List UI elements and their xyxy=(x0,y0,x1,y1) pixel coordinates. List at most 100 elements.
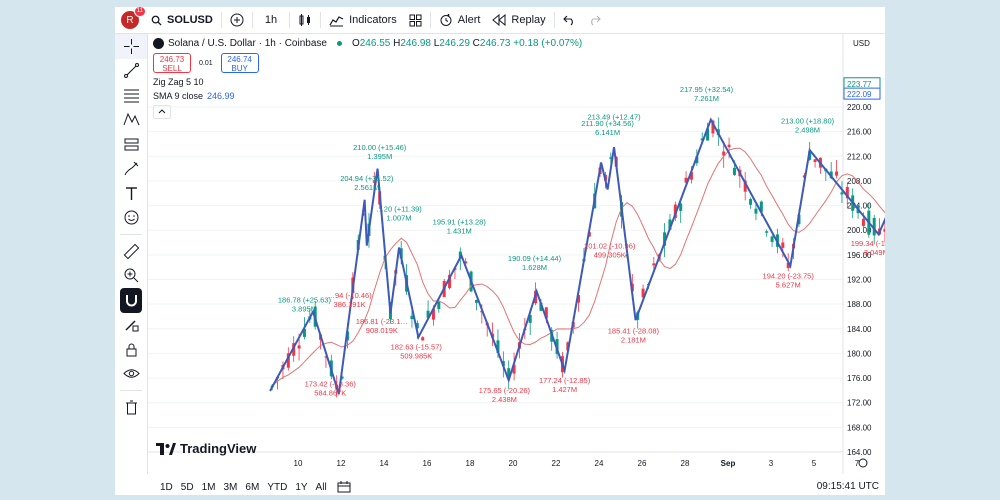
range-buttons: 1D 5D 1M 3M 6M YTD 1Y All xyxy=(156,482,331,493)
pivot-label-volume: 5.627M xyxy=(776,280,801,289)
alert-button[interactable]: Alert xyxy=(433,7,487,33)
range-button-all[interactable]: All xyxy=(315,481,327,493)
undo-button[interactable] xyxy=(557,7,582,33)
interval-button[interactable]: 1h xyxy=(264,14,278,26)
measure-tool-button[interactable] xyxy=(115,239,147,264)
pattern-icon xyxy=(123,112,139,126)
time-tick-label: 5 xyxy=(812,459,817,468)
range-button-1d[interactable]: 1D xyxy=(160,481,173,493)
price-tick-label: 184.00 xyxy=(847,325,872,334)
brush-icon xyxy=(124,161,138,176)
candle-body xyxy=(410,315,414,320)
zoom-in-tool-button[interactable] xyxy=(115,264,147,289)
candle-body xyxy=(507,368,511,380)
hide-drawings-button[interactable] xyxy=(115,362,147,387)
price-tick-label: 192.00 xyxy=(847,276,872,285)
sma-line xyxy=(271,147,885,386)
range-button-ytd[interactable]: YTD xyxy=(267,481,288,493)
time-tick-label: 16 xyxy=(423,459,432,468)
pivot-label-volume: 3.895M xyxy=(292,304,317,313)
candle-body xyxy=(496,340,500,353)
candle-body xyxy=(765,231,769,233)
buy-button[interactable]: 246.74 BUY xyxy=(220,53,259,73)
symbol-search-button[interactable]: SOLUSD xyxy=(145,7,219,33)
open-value: 246.55 xyxy=(359,38,391,49)
layouts-button[interactable] xyxy=(403,7,428,33)
pivot-label-value: 210.00 (+15.46) xyxy=(353,143,407,152)
sell-button[interactable]: 246.73 SELL xyxy=(153,53,191,73)
candle-body xyxy=(727,144,731,148)
candle-body xyxy=(743,180,747,192)
pivot-label-volume: 1.395M xyxy=(367,152,392,161)
text-icon xyxy=(125,187,137,200)
candle-body xyxy=(695,156,699,164)
magnet-mode-button[interactable] xyxy=(120,288,142,313)
pivot-label-value: …94 (-10.46) xyxy=(328,291,373,300)
price-tick-label: 216.00 xyxy=(847,128,872,137)
lock-drawings-button[interactable] xyxy=(115,337,147,362)
pattern-tool-button[interactable] xyxy=(115,108,147,133)
indicator-zigzag[interactable]: Zig Zag 5 10 xyxy=(153,77,582,87)
magnet-icon xyxy=(125,294,137,307)
utc-clock[interactable]: 09:15:41 UTC xyxy=(816,481,879,492)
trend-line-tool-button[interactable] xyxy=(115,59,147,84)
toolbar-divider xyxy=(120,234,142,235)
range-button-1m[interactable]: 1M xyxy=(201,481,216,493)
pivot-label-value: 194.20 (-23.75) xyxy=(763,271,815,280)
candle-body xyxy=(749,199,753,205)
user-avatar[interactable]: R 11 xyxy=(121,7,146,29)
toolbar-divider xyxy=(289,12,291,28)
range-button-5d[interactable]: 5D xyxy=(180,481,194,493)
indicators-button[interactable]: Indicators xyxy=(323,7,403,33)
axis-settings-icon[interactable] xyxy=(858,458,868,468)
low-label: L xyxy=(433,38,440,49)
candle-body xyxy=(474,299,478,303)
pivot-label-volume: 908.019K xyxy=(366,326,398,335)
time-tick-label: 14 xyxy=(380,459,389,468)
time-tick-label: 18 xyxy=(466,459,475,468)
bottom-toolbar: 1D 5D 1M 3M 6M YTD 1Y All 09:15:41 UTC xyxy=(148,479,885,495)
price-chart[interactable]: USD 220.00 216.00 212.00 208.00 204.00 200.00 1… xyxy=(148,34,885,474)
price-tick-label: 204.00 xyxy=(847,202,872,211)
price-tick-label: 196.00 xyxy=(847,251,872,260)
candle-body xyxy=(759,201,763,212)
pivot-label-value: 186.78 (+25.63) xyxy=(278,295,332,304)
fib-tool-button[interactable] xyxy=(115,83,147,108)
buy-label: BUY xyxy=(231,64,248,73)
collapse-legend-button[interactable] xyxy=(153,105,171,119)
range-button-3m[interactable]: 3M xyxy=(223,481,238,493)
sma-value: 246.99 xyxy=(207,91,235,101)
prediction-tool-button[interactable] xyxy=(115,132,147,157)
candle-body xyxy=(528,315,532,323)
text-tool-button[interactable] xyxy=(115,181,147,206)
crosshair-tool-button[interactable] xyxy=(115,34,147,59)
candle-body xyxy=(883,228,885,232)
replay-button[interactable]: Replay xyxy=(486,7,551,33)
stay-in-drawing-mode-button[interactable] xyxy=(115,313,147,338)
chart-pane[interactable]: USD 220.00 216.00 212.00 208.00 204.00 200.00 1… xyxy=(148,34,885,474)
brush-tool-button[interactable] xyxy=(115,157,147,182)
candle-body xyxy=(813,159,817,163)
price-tick-label: 212.00 xyxy=(847,152,872,161)
calendar-icon[interactable] xyxy=(337,481,351,493)
candle-body xyxy=(781,242,785,248)
price-tick-label: 176.00 xyxy=(847,374,872,383)
candle-body xyxy=(426,310,430,318)
range-button-1y[interactable]: 1Y xyxy=(295,481,308,493)
pivot-label-value: 173.42 (-13.36) xyxy=(305,380,357,389)
toolbar-divider xyxy=(120,390,142,391)
chart-type-button[interactable] xyxy=(292,7,318,33)
compare-symbol-button[interactable] xyxy=(224,7,250,33)
redo-button[interactable] xyxy=(582,7,607,33)
candle-body xyxy=(458,251,462,259)
time-tick-label: 10 xyxy=(294,459,303,468)
range-button-6m[interactable]: 6M xyxy=(245,481,260,493)
indicator-sma[interactable]: SMA 9 close 246.99 xyxy=(153,91,582,101)
chart-title[interactable]: Solana / U.S. Dollar · 1h · Coinbase xyxy=(168,38,327,49)
pivot-label-volume: 2.181M xyxy=(621,336,646,345)
remove-drawings-button[interactable] xyxy=(115,395,147,420)
pivot-label-volume: 6.141M xyxy=(595,128,620,137)
sell-price: 246.73 xyxy=(159,55,185,64)
pivot-label-value: 177.24 (-12.85) xyxy=(539,376,591,385)
emoji-tool-button[interactable] xyxy=(115,206,147,231)
